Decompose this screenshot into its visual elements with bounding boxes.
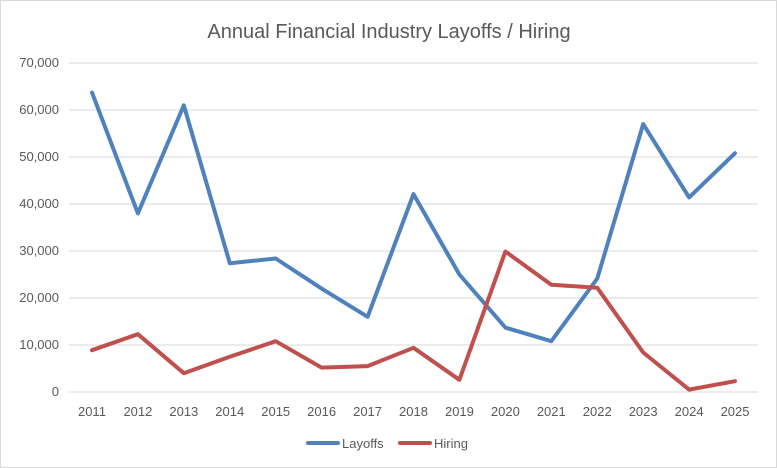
x-tick-label: 2017 — [353, 404, 382, 419]
x-tick-label: 2016 — [307, 404, 336, 419]
x-axis-ticks: 2011 2012 2013 2014 2015 2016 2017 2018 2019 2020… — [78, 404, 750, 419]
legend-label: Hiring — [434, 436, 468, 451]
series-line-layoffs — [90, 90, 737, 344]
y-axis-ticks: 0 10,000 20,000 30,000 40,000 50,000 60,000 70,… — [19, 55, 59, 399]
x-tick-label: 2014 — [215, 404, 244, 419]
x-tick-label: 2023 — [629, 404, 658, 419]
y-tick-label: 50,000 — [19, 149, 59, 164]
y-tick-label: 20,000 — [19, 290, 59, 305]
x-tick-label: 2011 — [78, 404, 106, 419]
legend: Layoffs Hiring — [306, 436, 468, 451]
y-tick-label: 30,000 — [19, 243, 59, 258]
x-tick-label: 2025 — [721, 404, 750, 419]
y-tick-label: 60,000 — [19, 102, 59, 117]
y-tick-label: 40,000 — [19, 196, 59, 211]
x-tick-label: 2020 — [491, 404, 520, 419]
y-tick-label: 0 — [52, 384, 59, 399]
x-tick-label: 2022 — [583, 404, 612, 419]
x-tick-label: 2018 — [399, 404, 428, 419]
x-tick-label: 2012 — [123, 404, 152, 419]
chart-title: Annual Financial Industry Layoffs / Hiri… — [207, 21, 570, 43]
y-tick-label: 70,000 — [19, 55, 59, 70]
x-tick-label: 2013 — [169, 404, 198, 419]
x-tick-label: 2019 — [445, 404, 474, 419]
legend-label: Layoffs — [342, 436, 384, 451]
y-tick-label: 10,000 — [19, 337, 59, 352]
x-tick-label: 2024 — [675, 404, 704, 419]
x-tick-label: 2021 — [537, 404, 566, 419]
grid-lines — [69, 62, 758, 393]
series-lines — [90, 90, 737, 392]
x-tick-label: 2015 — [261, 404, 290, 419]
series-line-hiring — [90, 249, 737, 392]
